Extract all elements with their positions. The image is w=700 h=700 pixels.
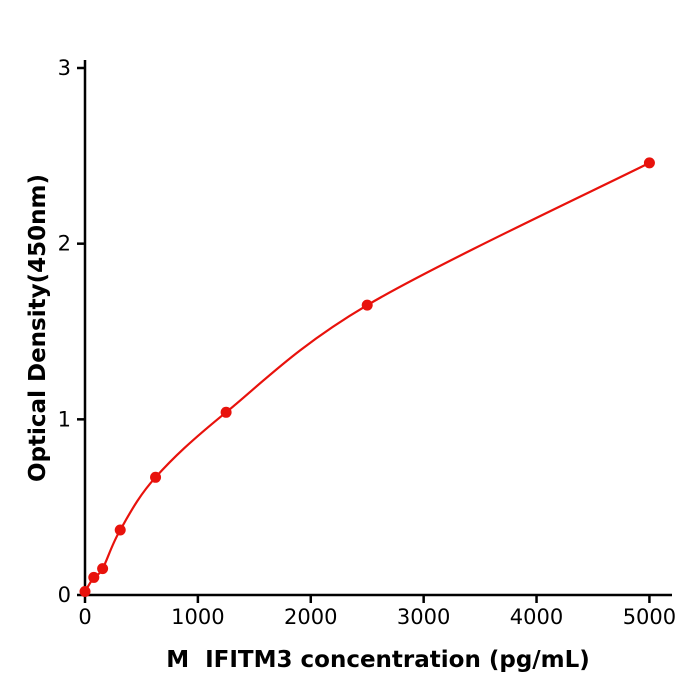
data-point: [114, 524, 126, 536]
plot-layer: 0 1000 2000 3000 4000 5000 0 1 2 3: [58, 56, 677, 629]
y-axis-title: Optical Density(450nm): [25, 174, 51, 482]
y-tick-label: 2: [58, 232, 71, 256]
x-tick-label: 0: [78, 605, 91, 629]
y-tick-label: 1: [58, 407, 71, 431]
y-tick-label: 0: [58, 583, 71, 607]
data-point: [79, 585, 91, 597]
x-tick-label: 2000: [284, 605, 337, 629]
data-point: [88, 571, 100, 583]
x-tick-label: 3000: [397, 605, 450, 629]
data-point: [150, 471, 162, 483]
data-point: [361, 299, 373, 311]
data-point: [97, 563, 109, 575]
fit-curve: [84, 161, 650, 593]
y-tick-label: 3: [58, 56, 71, 80]
data-point: [643, 157, 655, 169]
x-axis-title: M IFITM3 concentration (pg/mL): [166, 647, 590, 673]
x-tick-label: 1000: [171, 605, 224, 629]
x-tick-label: 4000: [510, 605, 563, 629]
x-tick-label: 5000: [623, 605, 676, 629]
data-point: [220, 406, 232, 418]
